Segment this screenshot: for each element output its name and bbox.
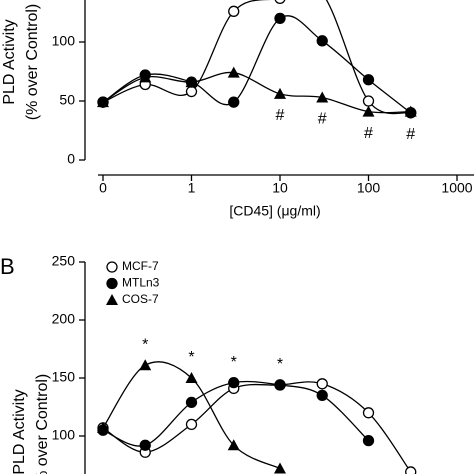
marker [316, 91, 329, 103]
annotation: # [406, 126, 415, 143]
marker [227, 66, 240, 78]
annotation: # [318, 111, 327, 128]
annotation: # [276, 107, 285, 124]
marker [274, 0, 286, 4]
marker [404, 105, 417, 117]
legend-marker [106, 277, 118, 290]
legend-label: MCF-7 [122, 259, 159, 273]
x-tick-label: 1 [188, 180, 196, 196]
marker [228, 376, 240, 389]
marker [362, 407, 375, 419]
marker [139, 71, 152, 83]
annotation: * [277, 356, 283, 373]
marker [316, 389, 328, 402]
x-axis-label: [CD45] (μg/ml) [229, 203, 320, 219]
marker [362, 95, 375, 107]
marker [362, 105, 375, 117]
y-tick-label: 100 [52, 33, 76, 49]
y-tick-label: 150 [52, 369, 76, 385]
curve [102, 381, 412, 473]
marker [185, 396, 198, 409]
x-tick-label: 1000 [441, 180, 472, 196]
legend-label: COS-7 [122, 292, 159, 306]
annotation: # [364, 125, 373, 142]
marker [97, 96, 109, 108]
legend-marker [106, 261, 118, 273]
marker [316, 378, 328, 390]
marker [228, 5, 240, 17]
marker [139, 439, 151, 451]
panel-label: B [0, 254, 15, 279]
marker [139, 359, 152, 371]
x-tick-label: 0 [99, 180, 107, 196]
y-tick-label: 100 [52, 427, 76, 443]
marker [362, 74, 375, 86]
curve [102, 15, 412, 114]
marker [274, 87, 286, 99]
marker [405, 466, 417, 474]
curve [102, 71, 411, 114]
y-tick-label: 250 [52, 253, 76, 269]
marker [316, 35, 328, 47]
marker [97, 421, 109, 433]
y-tick-label: 50 [59, 92, 75, 108]
legend-label: MTLn3 [122, 276, 160, 290]
x-tick-label: 100 [357, 180, 381, 196]
annotation: * [142, 336, 148, 353]
legend-marker [106, 294, 118, 305]
y-tick-label: 0 [67, 151, 75, 167]
marker [227, 439, 240, 451]
curve [102, 0, 411, 115]
marker [274, 12, 286, 25]
marker [185, 85, 198, 98]
y-tick-label: 200 [52, 311, 76, 327]
marker [362, 434, 375, 447]
y-axis-label: (% over Control) [24, 4, 41, 120]
x-tick-label: 10 [272, 180, 288, 196]
annotation: * [188, 349, 194, 366]
marker [228, 96, 240, 108]
marker [185, 372, 198, 383]
y-axis-label: PLD Activity [1, 19, 18, 104]
annotation: * [231, 354, 237, 371]
marker [274, 462, 286, 474]
marker [274, 379, 286, 391]
y-axis-label: (% over Control) [34, 374, 51, 474]
marker [185, 76, 198, 88]
marker [185, 418, 198, 431]
y-axis-label: PLD Activity [11, 389, 28, 474]
